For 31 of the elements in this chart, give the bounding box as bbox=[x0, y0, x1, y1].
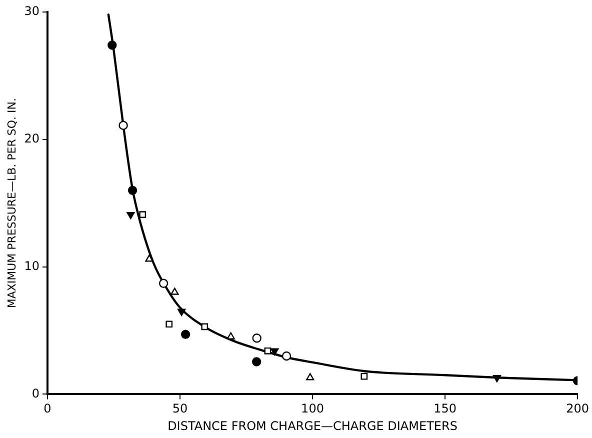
point bbox=[139, 211, 146, 218]
point bbox=[166, 320, 173, 328]
point bbox=[201, 323, 208, 330]
y-tick-label: 20 bbox=[24, 132, 40, 146]
point bbox=[128, 186, 138, 195]
y-axis-title: MAXIMUM PRESSURE—LB. PER SQ. IN. bbox=[5, 98, 18, 308]
point bbox=[306, 373, 314, 380]
point bbox=[158, 278, 168, 288]
point bbox=[118, 120, 128, 130]
x-tick-label: 50 bbox=[172, 402, 188, 416]
point bbox=[170, 288, 179, 295]
y-tick-label: 30 bbox=[24, 4, 40, 18]
point bbox=[282, 351, 292, 361]
point bbox=[270, 348, 279, 356]
x-axis-title: DISTANCE FROM CHARGE—CHARGE DIAMETERS bbox=[168, 418, 458, 433]
x-tick-label: 0 bbox=[44, 402, 52, 416]
y-tick-label: 10 bbox=[24, 258, 40, 273]
point bbox=[226, 332, 235, 340]
point bbox=[126, 212, 135, 220]
x-tick-label: 100 bbox=[301, 402, 324, 416]
point bbox=[492, 375, 502, 382]
point bbox=[252, 334, 262, 343]
x-tick-label: 150 bbox=[434, 402, 456, 416]
point bbox=[178, 308, 186, 316]
y-tick-label: 0 bbox=[32, 386, 40, 400]
point bbox=[180, 330, 190, 339]
x-tick-label: 200 bbox=[566, 402, 589, 416]
point bbox=[264, 347, 272, 354]
point bbox=[108, 40, 117, 50]
point bbox=[360, 372, 368, 380]
point bbox=[252, 357, 262, 366]
